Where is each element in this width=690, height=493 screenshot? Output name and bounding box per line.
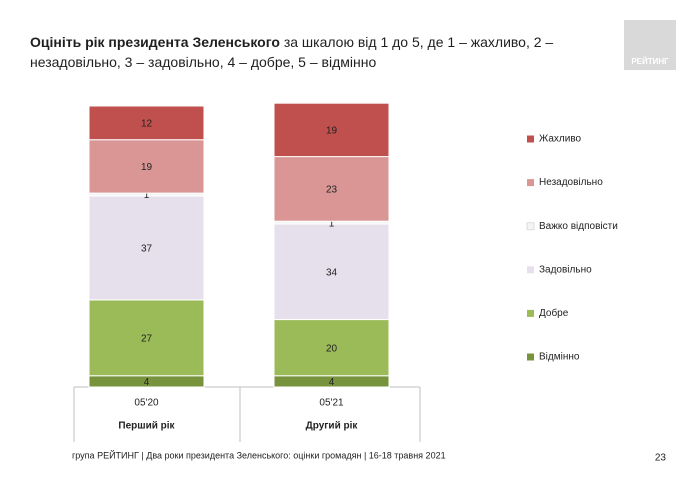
legend-swatch xyxy=(527,266,534,274)
x-tick-label: 05'20 xyxy=(134,398,159,409)
chart-title: Оцініть рік президента Зеленського за шк… xyxy=(30,32,600,72)
data-label: 20 xyxy=(326,343,338,354)
legend-label: Незадовільно xyxy=(539,177,603,188)
group-label: Перший рік xyxy=(118,421,175,432)
data-label: 1 xyxy=(144,190,150,201)
legend-label: Відмінно xyxy=(539,352,580,363)
bar-segment xyxy=(273,319,390,377)
data-label: 1 xyxy=(329,218,335,229)
bar-segment xyxy=(273,223,390,321)
legend-label: Задовільно xyxy=(539,264,592,275)
data-label: 4 xyxy=(329,377,335,388)
data-label: 12 xyxy=(141,119,153,130)
group-label: Другий рік xyxy=(306,421,359,432)
footer: група РЕЙТИНГ | Два роки президента Зеле… xyxy=(72,449,446,460)
legend-swatch xyxy=(527,353,534,361)
data-label: 34 xyxy=(326,267,338,278)
legend-swatch xyxy=(527,135,534,143)
legend-swatch xyxy=(527,179,534,187)
legend-swatch xyxy=(527,309,534,317)
legend-label: Важко відповісти xyxy=(539,221,618,232)
logo-box xyxy=(624,20,676,70)
data-label: 27 xyxy=(141,333,153,344)
bar-segment xyxy=(88,139,205,194)
bar-segment xyxy=(273,156,390,222)
data-label: 19 xyxy=(326,126,338,137)
legend-swatch xyxy=(526,222,535,231)
legend-label: Жахливо xyxy=(539,134,582,145)
data-label: 37 xyxy=(141,244,153,255)
logo: РЕЙТИНГ xyxy=(631,57,669,66)
title-bold: Оцініть рік президента Зеленського xyxy=(30,34,280,50)
bar-segment xyxy=(88,105,205,141)
data-label: 19 xyxy=(141,162,153,173)
data-label: 23 xyxy=(326,185,338,196)
x-tick-label: 05'21 xyxy=(319,398,344,409)
legend-label: Добре xyxy=(539,307,569,319)
title-rest: за шкалою від 1 до 5, де 1 – жахливо, 2 … xyxy=(30,34,554,70)
bar-segment xyxy=(273,102,390,158)
page-number: 23 xyxy=(655,453,667,464)
data-label: 4 xyxy=(144,377,150,388)
